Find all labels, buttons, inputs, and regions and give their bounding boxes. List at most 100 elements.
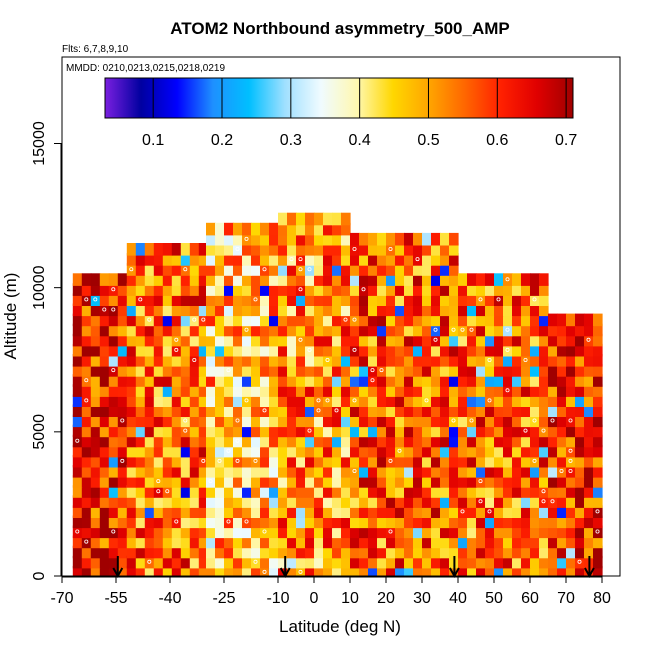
heatmap-cell (72, 283, 83, 296)
sample-marker (183, 267, 188, 272)
heatmap-cell (117, 394, 128, 407)
heatmap-cell (566, 515, 576, 529)
heatmap-cell (413, 303, 423, 317)
heatmap-cell (449, 253, 459, 266)
heatmap-cell (395, 545, 405, 559)
heatmap-cell (512, 404, 522, 417)
heatmap-cell (350, 283, 360, 296)
heatmap-cell (296, 414, 306, 428)
heatmap-cell (206, 495, 216, 508)
heatmap-cell (359, 283, 369, 296)
heatmap-cell (557, 424, 567, 438)
heatmap-cell (503, 303, 513, 317)
heatmap-cell (323, 364, 333, 377)
heatmap-cell (566, 505, 576, 518)
heatmap-cell (198, 565, 209, 576)
x-tick-label: 20 (377, 590, 395, 607)
heatmap-cell (566, 364, 576, 377)
heatmap-cell (314, 323, 324, 337)
heatmap-cell (494, 283, 504, 296)
sample-marker (496, 297, 501, 302)
sample-marker (235, 458, 240, 463)
heatmap-cell (251, 535, 261, 549)
heatmap-cell (332, 475, 342, 488)
heatmap-cell (242, 343, 252, 357)
heatmap-cell (72, 485, 83, 498)
heatmap-cell (431, 263, 441, 276)
heatmap-cell (305, 313, 315, 327)
heatmap-cell (368, 454, 378, 468)
heatmap-cell (278, 404, 288, 417)
heatmap-cell (440, 444, 450, 458)
heatmap-cell (242, 303, 252, 317)
heatmap-cell (215, 475, 225, 488)
heatmap-cell (377, 465, 387, 478)
heatmap-cell (539, 343, 549, 357)
heatmap-cell (593, 535, 603, 549)
heatmap-cell (431, 394, 441, 407)
heatmap-cell (260, 434, 270, 448)
heatmap-cell (512, 515, 522, 529)
heatmap-cell (314, 303, 324, 317)
heatmap-cell (494, 293, 504, 306)
heatmap-cell (566, 434, 576, 448)
heatmap-cell (260, 444, 270, 458)
heatmap-cell (162, 444, 173, 458)
heatmap-cell (593, 434, 603, 448)
heatmap-cell (530, 525, 540, 539)
heatmap-cell (494, 444, 504, 458)
heatmap-cell (126, 253, 137, 266)
heatmap-cell (368, 505, 378, 518)
heatmap-cell (476, 434, 486, 448)
heatmap-cell (296, 525, 306, 539)
heatmap-cell (206, 414, 216, 428)
heatmap-cell (404, 475, 414, 488)
heatmap-cell (395, 394, 405, 407)
heatmap-cell (458, 465, 468, 478)
heatmap-cell (395, 565, 405, 576)
heatmap-cell (485, 424, 495, 438)
heatmap-cell (189, 434, 200, 448)
heatmap-cell (386, 303, 396, 317)
heatmap-cell (296, 333, 306, 347)
heatmap-cell (287, 364, 297, 377)
heatmap-cell (108, 374, 119, 387)
heatmap-cell (395, 323, 405, 337)
heatmap-cell (90, 465, 101, 478)
heatmap-cell (189, 323, 200, 337)
heatmap-cell (135, 414, 146, 428)
heatmap-cell (350, 465, 360, 478)
heatmap-cell (287, 293, 297, 306)
heatmap-cell (305, 444, 315, 458)
heatmap-cell (467, 293, 477, 306)
heatmap-cell (404, 454, 414, 468)
heatmap-cell (314, 515, 324, 529)
heatmap-cell (251, 465, 261, 478)
heatmap-cell (368, 232, 378, 246)
sample-marker (397, 448, 402, 453)
sample-marker (568, 448, 573, 453)
heatmap-cell (278, 454, 288, 468)
sample-marker (541, 489, 546, 494)
heatmap-cell (485, 485, 495, 498)
heatmap-cell (233, 263, 243, 276)
heatmap-cell (458, 454, 468, 468)
heatmap-cell (278, 495, 288, 508)
heatmap-cell (72, 404, 83, 417)
heatmap-cell (224, 313, 234, 327)
heatmap-cell (359, 343, 369, 357)
heatmap-cell (557, 495, 567, 508)
heatmap-cell (72, 434, 83, 448)
heatmap-cell (198, 303, 209, 317)
heatmap-cell (503, 384, 513, 397)
heatmap-cell (260, 232, 270, 246)
heatmap-cell (458, 323, 468, 337)
heatmap-cell (440, 333, 450, 347)
heatmap-cell (260, 535, 270, 549)
heatmap-cell (404, 323, 414, 337)
heatmap-cell (413, 565, 423, 576)
heatmap-cell (323, 283, 333, 296)
heatmap-cell (458, 444, 468, 458)
heatmap-cell (359, 545, 369, 559)
heatmap-cell (242, 384, 252, 397)
